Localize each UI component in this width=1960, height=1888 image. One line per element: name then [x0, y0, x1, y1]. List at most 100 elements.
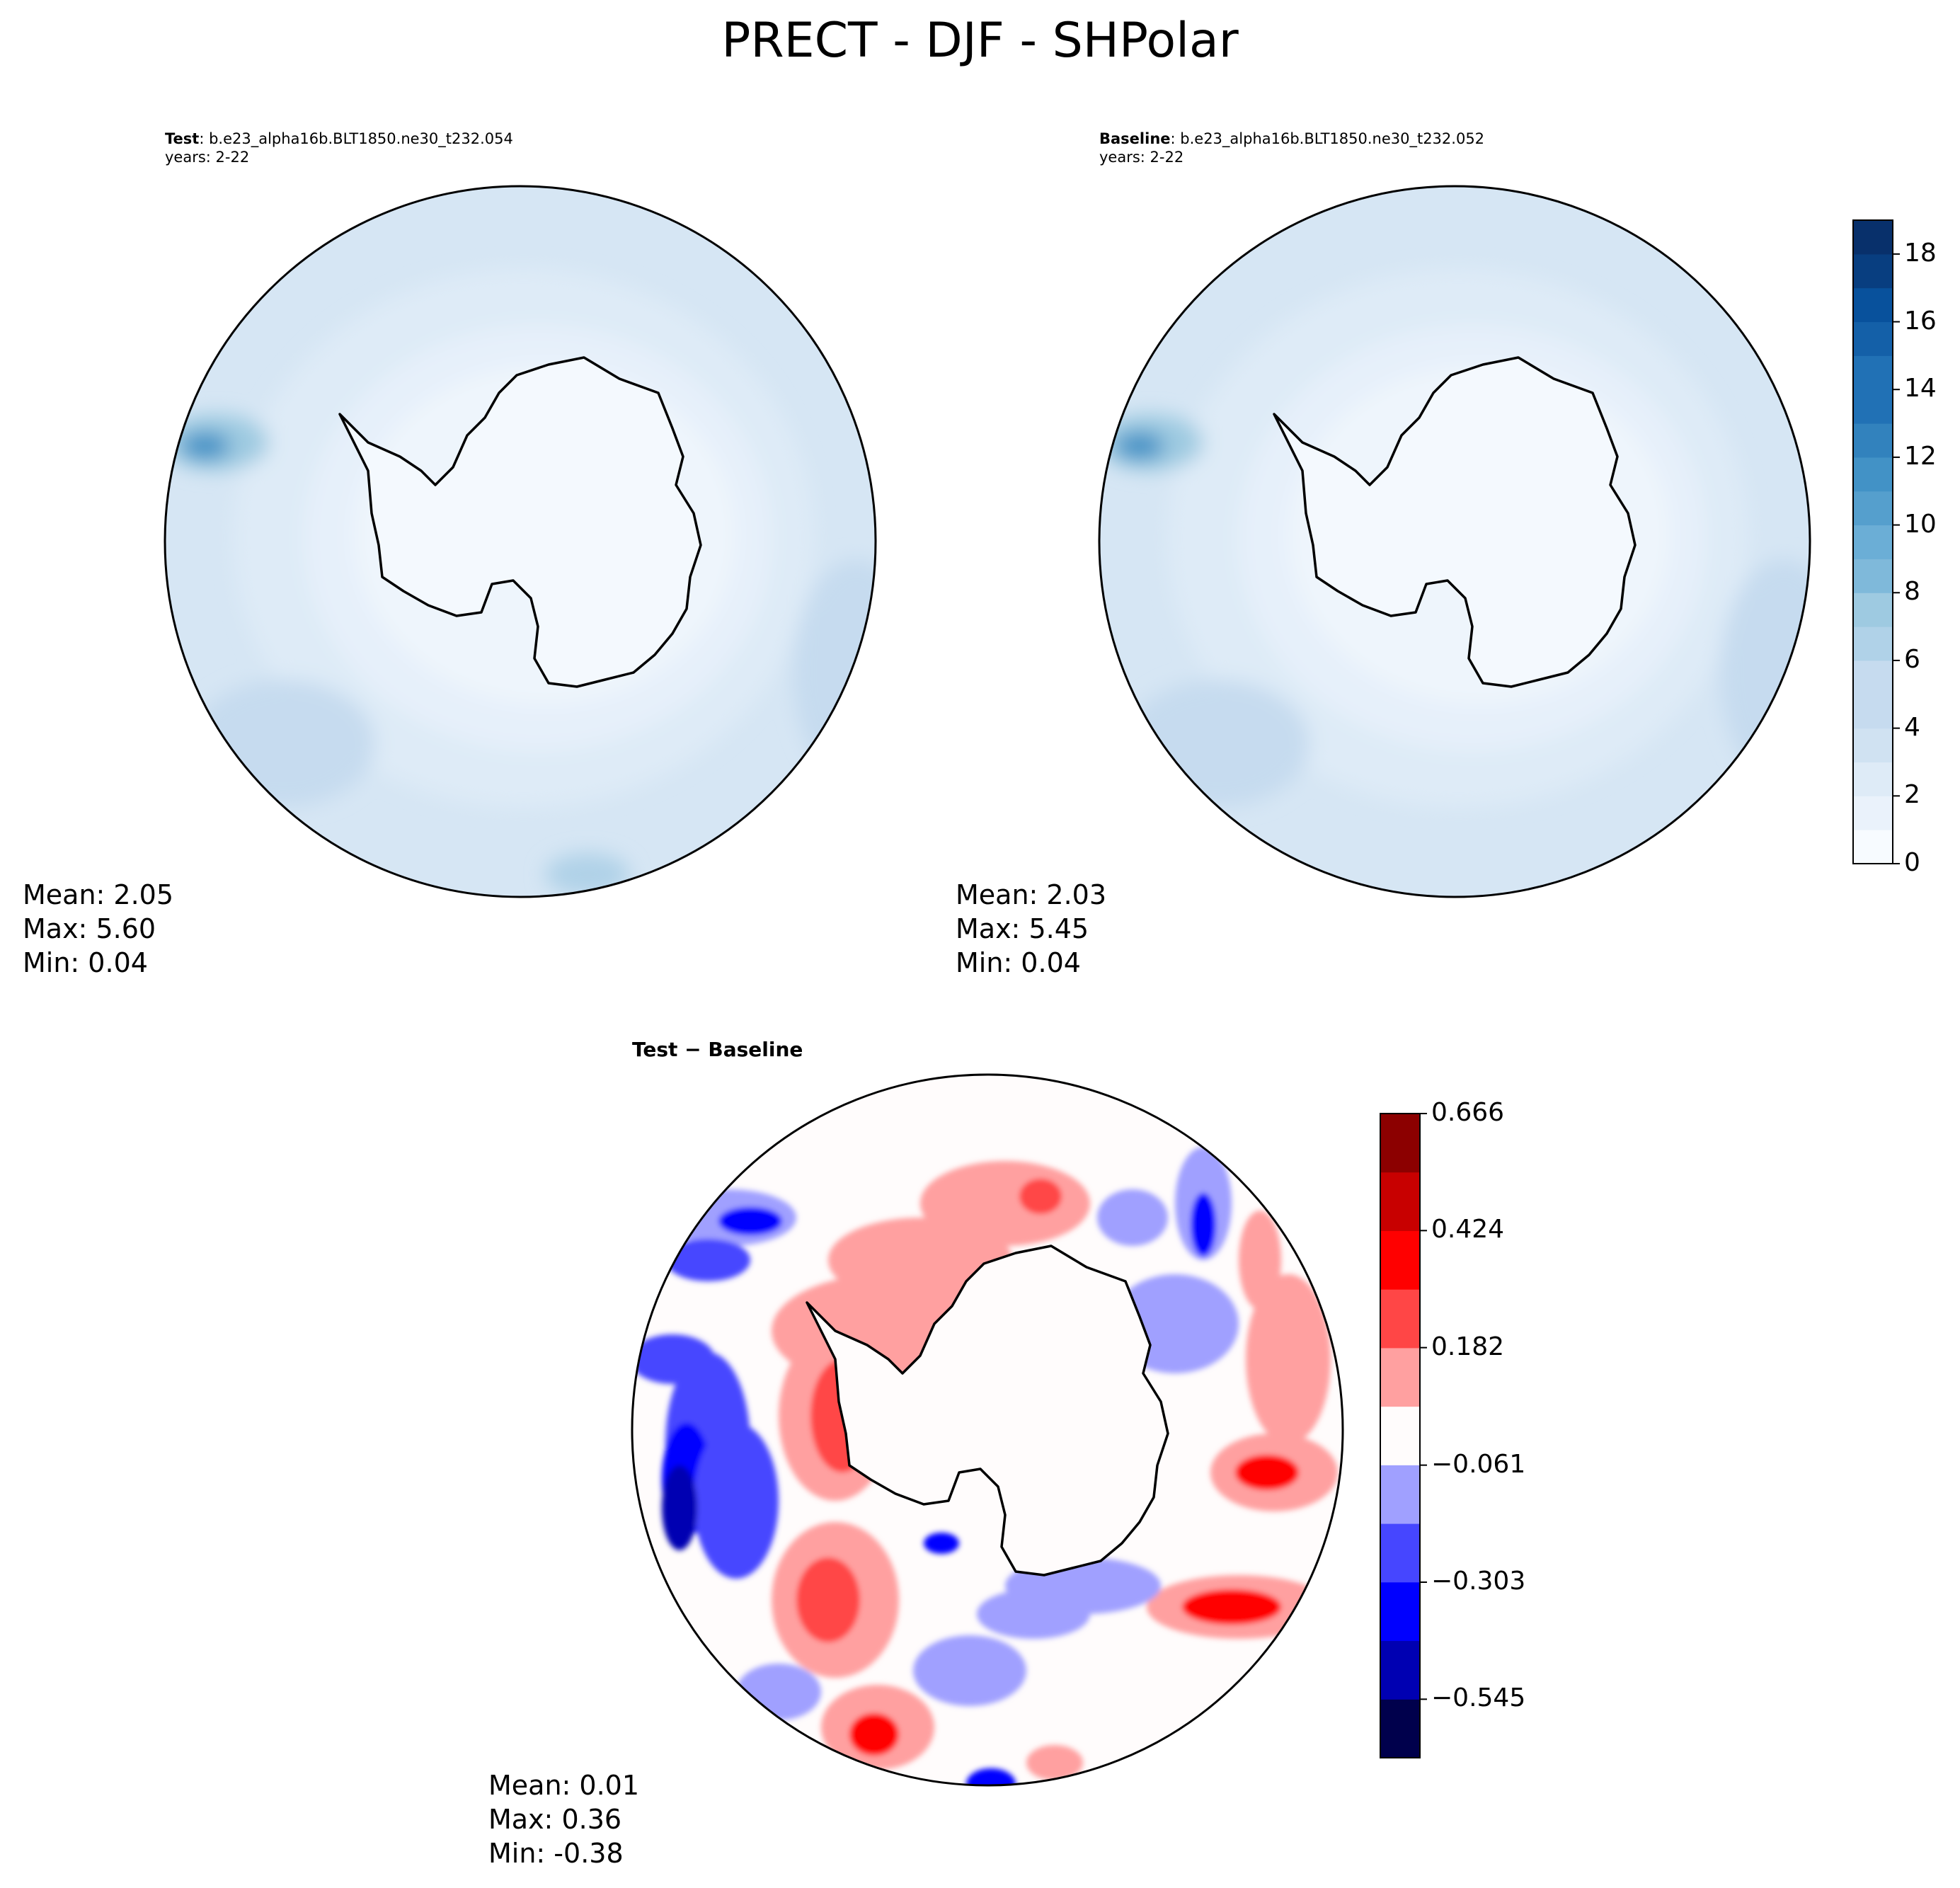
- diff-blob: [694, 1423, 779, 1579]
- diff-blob: [966, 1768, 1016, 1785]
- baseline-map: [1099, 186, 1810, 897]
- baseline-stats: Mean: 2.03 Max: 5.45 Min: 0.04: [956, 878, 1106, 980]
- diff-blob: [913, 1635, 1026, 1706]
- diff-title: Test − Baseline: [632, 1038, 803, 1061]
- baseline-antarctica: [1273, 356, 1637, 688]
- diff-blob: [662, 1465, 697, 1550]
- precip-colorbar-segment: [1853, 830, 1893, 864]
- precip-colorbar-segment: [1853, 762, 1893, 796]
- precip-colorbar-tick-label: 12: [1904, 441, 1937, 471]
- diff-colorbar-segment: [1380, 1465, 1420, 1524]
- baseline-max: Max: 5.45: [956, 913, 1089, 944]
- precip-colorbar-tick-label: 2: [1904, 780, 1920, 810]
- precip-colorbar-segment: [1853, 389, 1893, 424]
- baseline-title: Baseline: b.e23_alpha16b.BLT1850.ne30_t2…: [1099, 130, 1484, 166]
- diff-map: [632, 1075, 1343, 1785]
- diff-blob: [1191, 1193, 1216, 1257]
- test-years: years: 2-22: [165, 149, 250, 166]
- precip-colorbar-segment: [1853, 660, 1893, 695]
- diff-colorbar-segment: [1380, 1699, 1420, 1758]
- diff-colorbar-tick-label: −0.061: [1431, 1449, 1526, 1479]
- precip-colorbar-segment: [1853, 457, 1893, 492]
- baseline-min: Min: 0.04: [956, 947, 1081, 978]
- diff-stats: Mean: 0.01 Max: 0.36 Min: -0.38: [488, 1768, 639, 1870]
- diff-colorbar-segment: [1380, 1523, 1420, 1583]
- diff-blob: [977, 1589, 1090, 1639]
- precip-colorbar: [1852, 219, 1900, 864]
- diff-colorbar-segment: [1380, 1230, 1420, 1290]
- precip-colorbar-segment: [1853, 220, 1893, 255]
- diff-blob: [1246, 1274, 1331, 1444]
- precip-colorbar-segment: [1853, 694, 1893, 729]
- diff-field-blobs: [632, 1147, 1338, 1785]
- diff-blob: [1182, 1589, 1281, 1625]
- diff-colorbar-segment: [1380, 1347, 1420, 1407]
- precip-colorbar-tick-label: 8: [1904, 577, 1920, 607]
- baseline-years: years: 2-22: [1099, 149, 1184, 166]
- diff-colorbar-segment: [1380, 1172, 1420, 1231]
- diff-colorbar-frame: [1380, 1113, 1421, 1758]
- diff-colorbar: [1380, 1113, 1427, 1758]
- baseline-map-border: [1098, 185, 1811, 898]
- diff-blob: [924, 1533, 959, 1554]
- diff-blob: [1019, 1179, 1062, 1214]
- diff-blob: [920, 1161, 1090, 1246]
- test-antarctica: [338, 356, 702, 688]
- diff-max: Max: 0.36: [488, 1804, 622, 1835]
- precip-colorbar-segment: [1853, 355, 1893, 390]
- diff-blob: [1026, 1745, 1083, 1780]
- diff-colorbar-segment: [1380, 1581, 1420, 1642]
- diff-blob: [718, 1207, 782, 1235]
- precip-colorbar-tick-label: 0: [1904, 848, 1920, 877]
- diff-colorbar-segment: [1380, 1406, 1420, 1465]
- precip-colorbar-tick-label: 10: [1904, 509, 1937, 539]
- baseline-mean: Mean: 2.03: [956, 879, 1107, 910]
- diff-blob: [849, 1713, 899, 1756]
- precip-colorbar-segment: [1853, 423, 1893, 458]
- precip-colorbar-segment: [1853, 253, 1893, 289]
- precip-colorbar-tick-label: 14: [1904, 374, 1937, 404]
- precip-colorbar-segment: [1853, 491, 1893, 526]
- precip-colorbar-segment: [1853, 593, 1893, 627]
- diff-blob: [736, 1664, 821, 1720]
- diff-label: Test − Baseline: [632, 1038, 803, 1061]
- diff-colorbar-segment: [1380, 1114, 1420, 1173]
- diff-antarctica: [806, 1245, 1169, 1577]
- precip-colorbar-tick-label: 6: [1904, 644, 1920, 674]
- precip-colorbar-frame: [1852, 219, 1893, 864]
- precip-colorbar-tick-label: 18: [1904, 238, 1937, 268]
- diff-colorbar-tick-label: 0.424: [1431, 1215, 1505, 1245]
- precip-colorbar-segment: [1853, 321, 1893, 356]
- diff-min: Min: -0.38: [488, 1838, 624, 1869]
- test-map: [165, 186, 876, 897]
- precip-colorbar-segment: [1853, 728, 1893, 762]
- baseline-case: : b.e23_alpha16b.BLT1850.ne30_t232.052: [1170, 130, 1485, 147]
- precip-colorbar-segment: [1853, 287, 1893, 323]
- diff-colorbar-tick-label: −0.545: [1431, 1683, 1526, 1713]
- test-max: Max: 5.60: [23, 913, 156, 944]
- precip-colorbar-segment: [1853, 627, 1893, 661]
- diff-blob: [796, 1557, 860, 1642]
- figure-title: PRECT - DJF - SHPolar: [721, 13, 1239, 69]
- precip-colorbar-segment: [1853, 796, 1893, 830]
- precip-colorbar-segment: [1853, 525, 1893, 559]
- diff-colorbar-tick-label: 0.182: [1431, 1332, 1505, 1361]
- test-mean: Mean: 2.05: [23, 879, 174, 910]
- diff-blob: [1235, 1455, 1299, 1490]
- diff-blob: [1097, 1189, 1168, 1246]
- test-title: Test: b.e23_alpha16b.BLT1850.ne30_t232.0…: [165, 130, 513, 166]
- test-case: : b.e23_alpha16b.BLT1850.ne30_t232.054: [199, 130, 513, 147]
- diff-blob: [665, 1239, 750, 1281]
- precip-colorbar-segment: [1853, 559, 1893, 593]
- diff-mean: Mean: 0.01: [488, 1770, 640, 1801]
- diff-map-border: [631, 1073, 1344, 1787]
- diff-colorbar-segment: [1380, 1289, 1420, 1349]
- test-map-border: [164, 185, 877, 898]
- precip-colorbar-tick-label: 4: [1904, 712, 1920, 742]
- precip-colorbar-tick-label: 16: [1904, 306, 1937, 336]
- test-stats: Mean: 2.05 Max: 5.60 Min: 0.04: [23, 878, 173, 980]
- baseline-label: Baseline: [1099, 130, 1171, 147]
- diff-colorbar-tick-label: −0.303: [1431, 1567, 1526, 1596]
- diff-colorbar-tick-label: 0.666: [1431, 1098, 1505, 1127]
